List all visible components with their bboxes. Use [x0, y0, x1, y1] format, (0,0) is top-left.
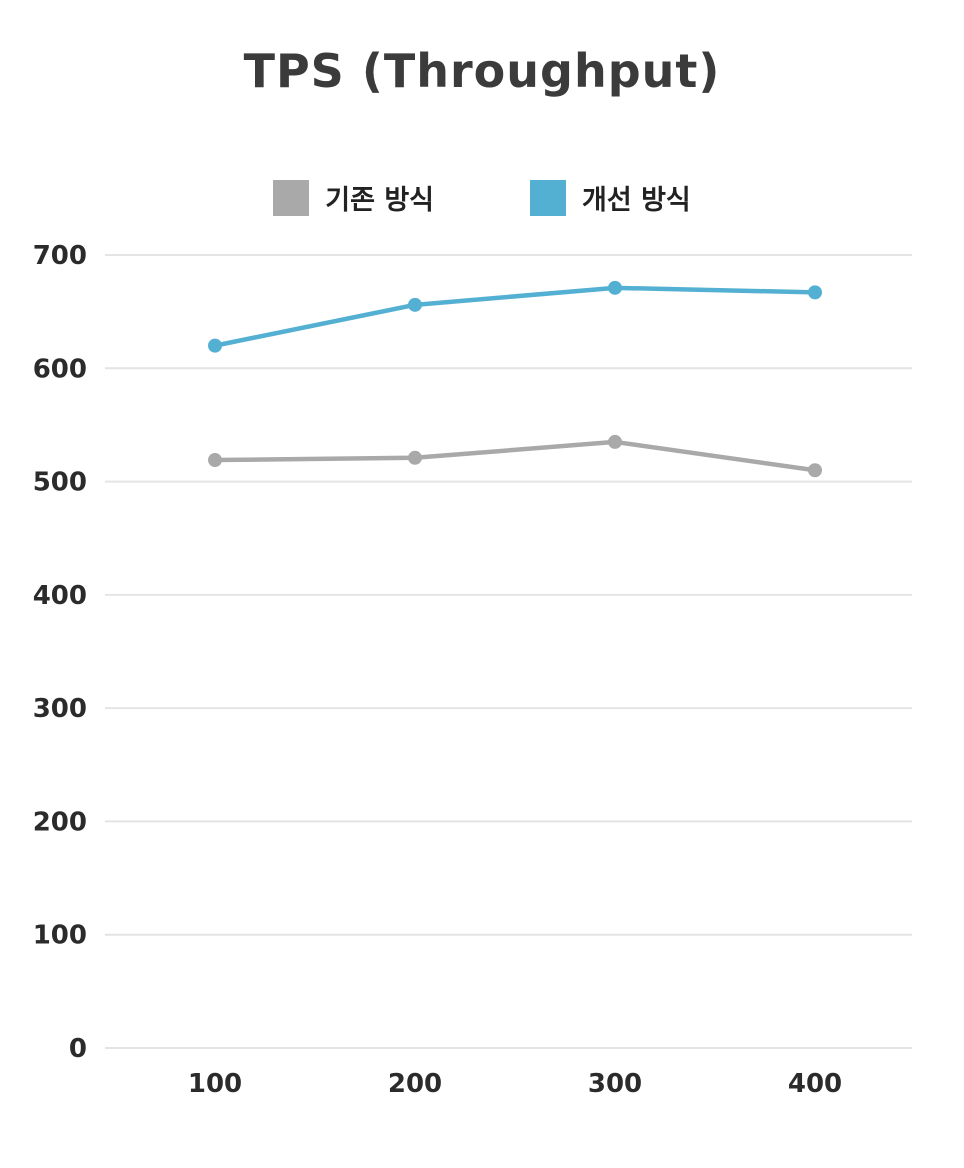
- y-tick-label-400: 400: [33, 581, 87, 611]
- x-tick-label-300: 300: [588, 1069, 642, 1099]
- y-tick-label-700: 700: [33, 241, 87, 271]
- legend-item-improved: 개선 방식: [530, 178, 691, 217]
- data-point-0-3: [808, 463, 822, 478]
- legend: 기존 방식 개선 방식: [0, 178, 964, 217]
- data-point-1-3: [808, 285, 822, 300]
- chart-title: TPS (Throughput): [243, 44, 721, 98]
- y-tick-label-600: 600: [33, 354, 87, 384]
- y-tick-label-100: 100: [33, 921, 87, 951]
- x-tick-label-400: 400: [788, 1069, 842, 1099]
- data-point-1-2: [608, 280, 622, 295]
- line-chart: 0 100 200 300 400 500 600 700 100 200 300 400: [33, 241, 912, 1099]
- x-tick-label-200: 200: [388, 1069, 442, 1099]
- data-point-0-0: [208, 453, 222, 468]
- legend-label-existing: 기존 방식: [325, 185, 434, 216]
- y-tick-label-0: 0: [69, 1034, 87, 1064]
- legend-label-improved: 개선 방식: [582, 185, 691, 216]
- data-point-0-2: [608, 434, 622, 449]
- x-tick-label-100: 100: [188, 1069, 242, 1099]
- data-point-0-1: [408, 450, 422, 465]
- series-line-0: [212, 439, 818, 473]
- series-line-1: [212, 285, 818, 348]
- legend-item-existing: 기존 방식: [273, 178, 434, 217]
- y-tick-label-200: 200: [33, 807, 87, 837]
- y-tick-label-300: 300: [33, 694, 87, 724]
- y-tick-label-500: 500: [33, 468, 87, 498]
- legend-swatch-existing: [273, 179, 310, 216]
- legend-swatch-improved: [530, 179, 566, 216]
- data-point-1-1: [408, 297, 422, 312]
- data-point-1-0: [208, 338, 222, 353]
